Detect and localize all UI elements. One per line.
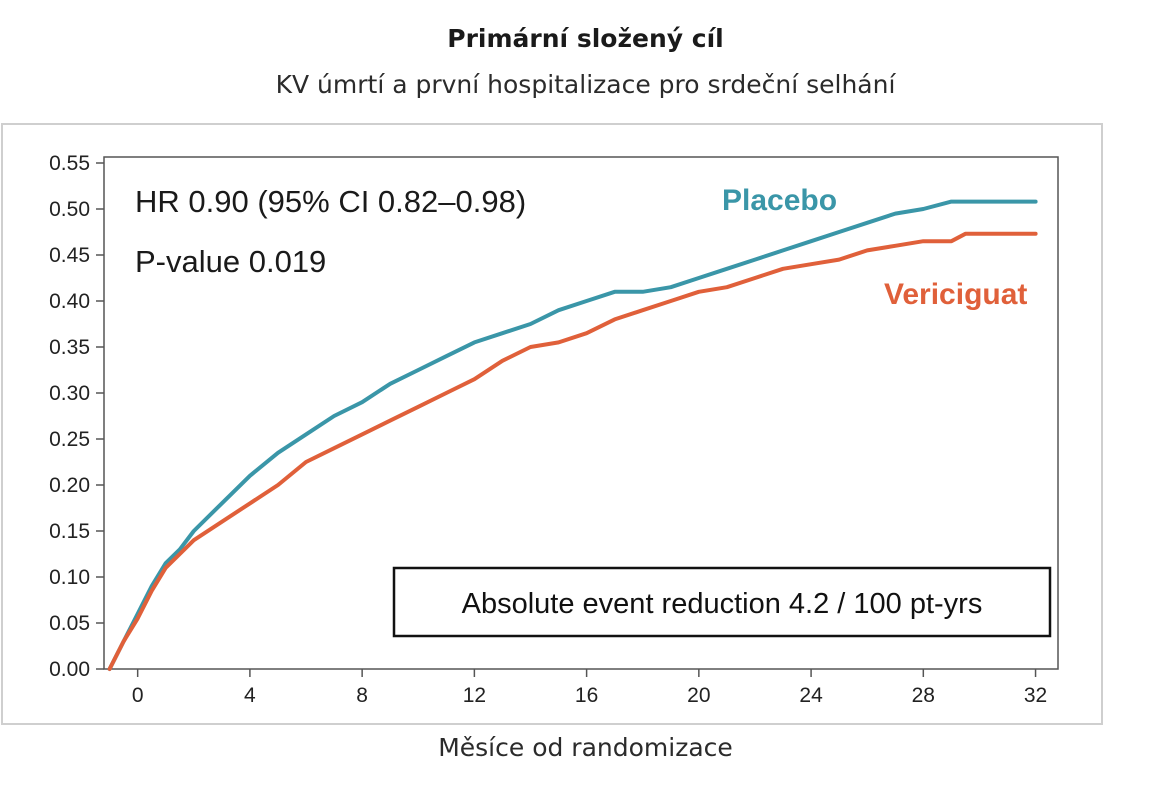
y-tick-label: 0.20 [49, 474, 90, 497]
y-tick-label: 0.00 [49, 658, 90, 681]
y-tick-label: 0.40 [49, 290, 90, 313]
y-tick-label: 0.45 [49, 244, 90, 267]
y-tick-label: 0.25 [49, 428, 90, 451]
x-tick-label: 32 [1024, 684, 1047, 707]
hr-annotation: HR 0.90 (95% CI 0.82–0.98) [135, 184, 526, 219]
annotation-box [392, 566, 1052, 638]
y-tick-label: 0.35 [49, 336, 90, 359]
series-line-placebo [107, 199, 1038, 671]
x-tick-label: 24 [799, 684, 823, 707]
y-tick-label: 0.50 [49, 198, 90, 221]
y-tick-label: 0.05 [49, 612, 90, 635]
x-tick-label: 16 [575, 684, 598, 707]
y-tick-label: 0.15 [49, 520, 90, 543]
pvalue-annotation: P-value 0.019 [135, 244, 326, 279]
chart-subtitle: KV úmrtí a první hospitalizace pro srdeč… [275, 70, 896, 99]
x-tick-label: 0 [132, 684, 144, 707]
series-label-vericiguat: Vericiguat [884, 278, 1027, 311]
annotation-box-text: Absolute event reduction 4.2 / 100 pt-yr… [462, 588, 983, 620]
series-line-vericiguat [107, 231, 1038, 671]
y-axis: 0.00 0.05 0.10 0.15 0.20 0.25 0.30 0.35 0.40 0.45… [49, 152, 104, 681]
y-tick-label: 0.30 [49, 382, 90, 405]
x-tick-label: 4 [244, 684, 256, 707]
x-tick-label: 12 [463, 684, 486, 707]
x-tick-label: 20 [687, 684, 710, 707]
x-tick-label: 8 [356, 684, 368, 707]
plot-area-border [103, 156, 1059, 670]
y-tick-label: 0.10 [49, 566, 90, 589]
chart-title: Primární složený cíl [447, 24, 724, 53]
x-axis-label: Měsíce od randomizace [438, 733, 733, 762]
series-lines [107, 199, 1038, 671]
figure-frame [1, 123, 1103, 725]
y-tick-label: 0.55 [49, 152, 90, 175]
x-axis: 0 4 8 12 16 20 24 28 32 [132, 669, 1047, 707]
x-tick-label: 28 [912, 684, 935, 707]
series-label-placebo: Placebo [722, 184, 837, 217]
